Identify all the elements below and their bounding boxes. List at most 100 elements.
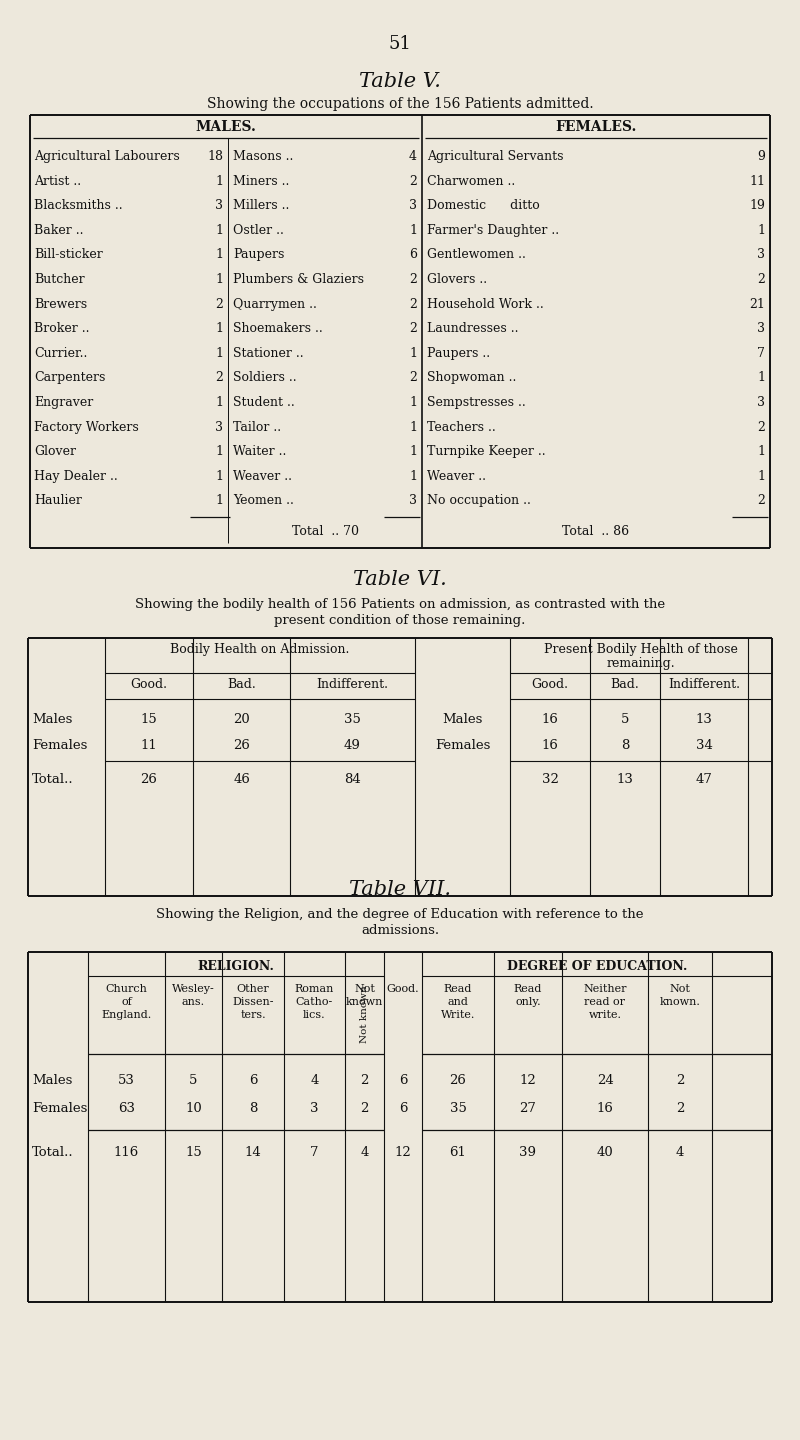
Text: of: of [121, 996, 132, 1007]
Text: 63: 63 [118, 1102, 135, 1115]
Text: MALES.: MALES. [195, 120, 257, 134]
Text: Household Work ..: Household Work .. [427, 298, 544, 311]
Text: Good.: Good. [386, 984, 419, 994]
Text: 4: 4 [409, 150, 417, 163]
Text: 3: 3 [757, 323, 765, 336]
Text: Catho-: Catho- [296, 996, 333, 1007]
Text: Quarrymen ..: Quarrymen .. [233, 298, 317, 311]
Text: Weaver ..: Weaver .. [427, 469, 486, 482]
Text: Not: Not [670, 984, 690, 994]
Text: 2: 2 [409, 372, 417, 384]
Text: 1: 1 [215, 469, 223, 482]
Text: 61: 61 [450, 1146, 466, 1159]
Text: known: known [346, 996, 383, 1007]
Text: Present Bodily Health of those: Present Bodily Health of those [544, 644, 738, 657]
Text: Shoemakers ..: Shoemakers .. [233, 323, 322, 336]
Text: Teachers ..: Teachers .. [427, 420, 496, 433]
Text: 2: 2 [360, 1102, 369, 1115]
Text: Write.: Write. [441, 1009, 475, 1020]
Text: Hay Dealer ..: Hay Dealer .. [34, 469, 118, 482]
Text: 27: 27 [519, 1102, 537, 1115]
Text: 1: 1 [215, 248, 223, 262]
Text: 7: 7 [757, 347, 765, 360]
Text: 3: 3 [757, 248, 765, 262]
Text: 26: 26 [450, 1074, 466, 1087]
Text: 35: 35 [344, 713, 361, 726]
Text: Wesley-: Wesley- [172, 984, 215, 994]
Text: Waiter ..: Waiter .. [233, 445, 286, 458]
Text: Farmer's Daughter ..: Farmer's Daughter .. [427, 223, 559, 236]
Text: 16: 16 [542, 713, 558, 726]
Text: Showing the occupations of the 156 Patients admitted.: Showing the occupations of the 156 Patie… [206, 96, 594, 111]
Text: Neither: Neither [583, 984, 626, 994]
Text: Bad.: Bad. [227, 678, 256, 691]
Text: write.: write. [589, 1009, 622, 1020]
Text: 19: 19 [749, 199, 765, 212]
Text: 15: 15 [141, 713, 158, 726]
Text: 2: 2 [757, 494, 765, 507]
Text: Females: Females [435, 739, 490, 752]
Text: 3: 3 [409, 199, 417, 212]
Text: 4: 4 [360, 1146, 369, 1159]
Text: 15: 15 [185, 1146, 202, 1159]
Text: 26: 26 [233, 739, 250, 752]
Text: Carpenters: Carpenters [34, 372, 106, 384]
Text: Butcher: Butcher [34, 274, 85, 287]
Text: 1: 1 [409, 469, 417, 482]
Text: Table V.: Table V. [359, 72, 441, 91]
Text: 39: 39 [519, 1146, 537, 1159]
Text: read or: read or [585, 996, 626, 1007]
Text: 14: 14 [245, 1146, 262, 1159]
Text: 32: 32 [542, 773, 558, 786]
Text: Church: Church [106, 984, 147, 994]
Text: Total..: Total.. [32, 1146, 74, 1159]
Text: Good.: Good. [531, 678, 569, 691]
Text: Paupers ..: Paupers .. [427, 347, 490, 360]
Text: Good.: Good. [130, 678, 167, 691]
Text: 2: 2 [215, 372, 223, 384]
Text: 8: 8 [621, 739, 629, 752]
Text: Glovers ..: Glovers .. [427, 274, 487, 287]
Text: Total  .. 86: Total .. 86 [562, 526, 630, 539]
Text: Not known: Not known [360, 985, 369, 1043]
Text: 1: 1 [757, 445, 765, 458]
Text: 116: 116 [114, 1146, 139, 1159]
Text: 2: 2 [409, 298, 417, 311]
Text: 49: 49 [344, 739, 361, 752]
Text: Agricultural Servants: Agricultural Servants [427, 150, 563, 163]
Text: 12: 12 [520, 1074, 536, 1087]
Text: 1: 1 [215, 223, 223, 236]
Text: 1: 1 [409, 445, 417, 458]
Text: 1: 1 [409, 420, 417, 433]
Text: 1: 1 [215, 347, 223, 360]
Text: FEMALES.: FEMALES. [555, 120, 637, 134]
Text: 11: 11 [749, 174, 765, 187]
Text: Haulier: Haulier [34, 494, 82, 507]
Text: Glover: Glover [34, 445, 76, 458]
Text: Showing the bodily health of 156 Patients on admission, as contrasted with the: Showing the bodily health of 156 Patient… [135, 598, 665, 611]
Text: 3: 3 [310, 1102, 318, 1115]
Text: 11: 11 [141, 739, 158, 752]
Text: 8: 8 [249, 1102, 257, 1115]
Text: Paupers: Paupers [233, 248, 284, 262]
Text: Blacksmiths ..: Blacksmiths .. [34, 199, 122, 212]
Text: 16: 16 [597, 1102, 614, 1115]
Text: 6: 6 [249, 1074, 258, 1087]
Text: Sempstresses ..: Sempstresses .. [427, 396, 526, 409]
Text: 1: 1 [757, 223, 765, 236]
Text: Table VI.: Table VI. [353, 570, 447, 589]
Text: 16: 16 [542, 739, 558, 752]
Text: Read: Read [444, 984, 472, 994]
Text: Weaver ..: Weaver .. [233, 469, 292, 482]
Text: Males: Males [32, 1074, 72, 1087]
Text: Brewers: Brewers [34, 298, 87, 311]
Text: 9: 9 [757, 150, 765, 163]
Text: Plumbers & Glaziers: Plumbers & Glaziers [233, 274, 364, 287]
Text: Showing the Religion, and the degree of Education with reference to the: Showing the Religion, and the degree of … [156, 909, 644, 922]
Text: Domestic      ditto: Domestic ditto [427, 199, 540, 212]
Text: Tailor ..: Tailor .. [233, 420, 281, 433]
Text: 1: 1 [215, 323, 223, 336]
Text: 84: 84 [344, 773, 361, 786]
Text: Baker ..: Baker .. [34, 223, 83, 236]
Text: Broker ..: Broker .. [34, 323, 90, 336]
